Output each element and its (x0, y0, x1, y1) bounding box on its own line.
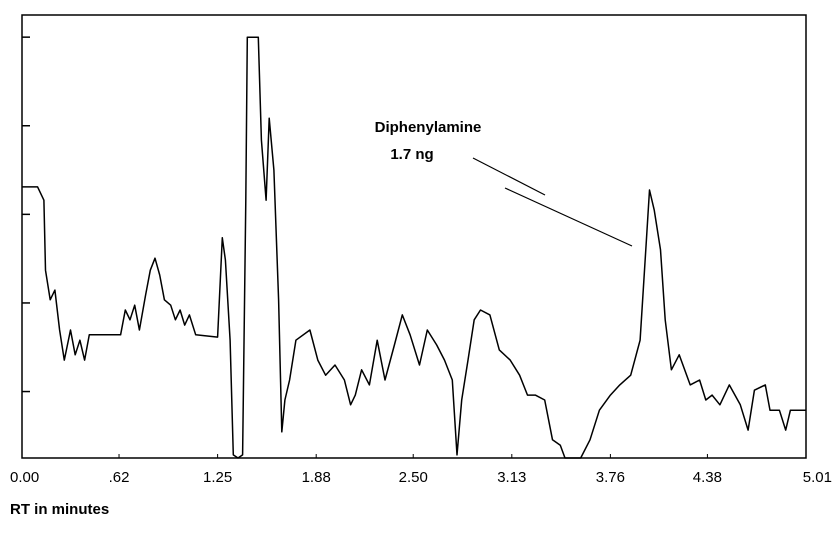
x-tick-label: 1.25 (203, 469, 232, 486)
annotation: 1.7 ng (390, 146, 433, 163)
x-tick-label: 5.01 (803, 469, 832, 486)
x-tick-label: 1.88 (302, 469, 331, 486)
x-tick-label: 3.76 (596, 469, 625, 486)
plot-frame (21, 14, 807, 459)
x-tick-label: 3.13 (497, 469, 526, 486)
x-tick-label: .62 (109, 469, 130, 486)
annotation-arrow (472, 157, 546, 196)
x-tick-label: 2.50 (399, 469, 428, 486)
x-axis-title: RT in minutes (10, 501, 109, 518)
chromatogram-trace (22, 36, 806, 459)
annotation-arrow (504, 187, 633, 247)
x-tick-label: 4.38 (693, 469, 722, 486)
x-tick-label: 0.00 (10, 469, 39, 486)
annotation: Diphenylamine (375, 119, 482, 136)
